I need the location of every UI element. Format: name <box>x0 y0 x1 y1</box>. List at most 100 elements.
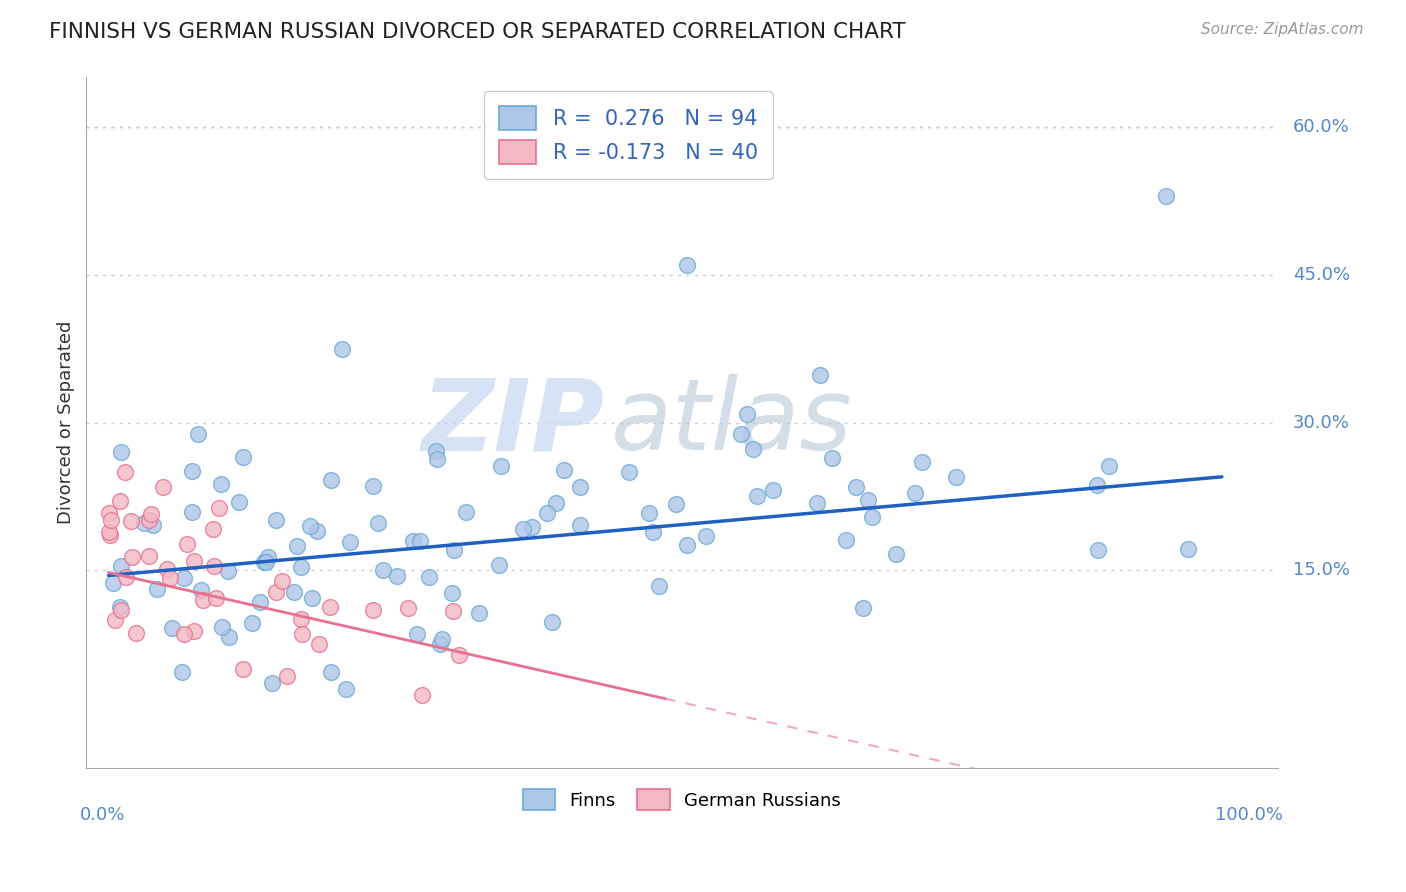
Point <box>290 612 312 626</box>
Point <box>176 537 198 551</box>
Point <box>1177 542 1199 557</box>
Text: 30.0%: 30.0% <box>1294 414 1350 432</box>
Point <box>904 485 927 500</box>
Point <box>443 543 465 558</box>
Point <box>741 442 763 456</box>
Point <box>190 583 212 598</box>
Point <box>308 637 330 651</box>
Point <box>512 522 534 536</box>
Text: ZIP: ZIP <box>422 374 605 471</box>
Point <box>205 591 228 605</box>
Point <box>425 444 447 458</box>
Point <box>181 505 204 519</box>
Point <box>541 615 564 630</box>
Point <box>115 570 138 584</box>
Point <box>637 506 659 520</box>
Point <box>762 483 785 498</box>
Text: 45.0%: 45.0% <box>1294 266 1350 284</box>
Point <box>695 529 717 543</box>
Point <box>676 538 699 552</box>
Text: atlas: atlas <box>610 374 852 471</box>
Point <box>249 595 271 609</box>
Point <box>183 554 205 568</box>
Point <box>910 455 932 469</box>
Point <box>361 479 384 493</box>
Point <box>108 600 131 615</box>
Point <box>142 518 165 533</box>
Point <box>290 560 312 574</box>
Point <box>856 493 879 508</box>
Point <box>173 627 195 641</box>
Point <box>120 514 142 528</box>
Point <box>440 585 463 599</box>
Point <box>406 627 429 641</box>
Point <box>110 445 132 459</box>
Point <box>110 559 132 574</box>
Point <box>260 675 283 690</box>
Point <box>141 508 163 522</box>
Point <box>319 600 342 615</box>
Point <box>187 426 209 441</box>
Point <box>489 458 512 473</box>
Point <box>641 525 664 540</box>
Point <box>298 518 321 533</box>
Point <box>110 603 132 617</box>
Point <box>104 613 127 627</box>
Point <box>860 510 883 524</box>
Point <box>808 368 831 383</box>
Point <box>456 505 478 519</box>
Text: 60.0%: 60.0% <box>1294 118 1350 136</box>
Point <box>569 517 592 532</box>
Point <box>208 501 231 516</box>
Point <box>1097 458 1119 473</box>
Point <box>387 569 409 583</box>
Y-axis label: Divorced or Separated: Divorced or Separated <box>58 321 75 524</box>
Point <box>305 524 328 538</box>
Point <box>730 426 752 441</box>
Point <box>254 555 277 569</box>
Point <box>257 549 280 564</box>
Point <box>193 593 215 607</box>
Point <box>155 562 177 576</box>
Point <box>468 606 491 620</box>
Text: Source: ZipAtlas.com: Source: ZipAtlas.com <box>1201 22 1364 37</box>
Point <box>285 539 308 553</box>
Point <box>429 638 451 652</box>
Point <box>183 624 205 639</box>
Point <box>806 496 828 510</box>
Point <box>138 513 160 527</box>
Point <box>211 619 233 633</box>
Point <box>1087 542 1109 557</box>
Point <box>209 477 232 491</box>
Point <box>283 585 305 599</box>
Point <box>232 662 254 676</box>
Point <box>648 579 671 593</box>
Point <box>266 584 288 599</box>
Point <box>418 570 440 584</box>
Point <box>121 549 143 564</box>
Point <box>270 574 292 589</box>
Point <box>676 258 699 272</box>
Point <box>747 489 769 503</box>
Text: 100.0%: 100.0% <box>1215 805 1284 823</box>
Point <box>217 564 239 578</box>
Point <box>291 627 314 641</box>
Point <box>835 533 858 548</box>
Point <box>253 555 276 569</box>
Point <box>339 535 361 549</box>
Point <box>114 465 136 479</box>
Point <box>409 533 432 548</box>
Point <box>441 604 464 618</box>
Point <box>276 668 298 682</box>
Point <box>449 648 471 662</box>
Point <box>228 494 250 508</box>
Point <box>1085 478 1108 492</box>
Point <box>430 632 453 647</box>
Point <box>100 513 122 527</box>
Text: 15.0%: 15.0% <box>1294 561 1350 580</box>
Point <box>411 688 433 702</box>
Point <box>335 681 357 696</box>
Point <box>108 494 131 508</box>
Point <box>301 591 323 606</box>
Point <box>202 559 225 574</box>
